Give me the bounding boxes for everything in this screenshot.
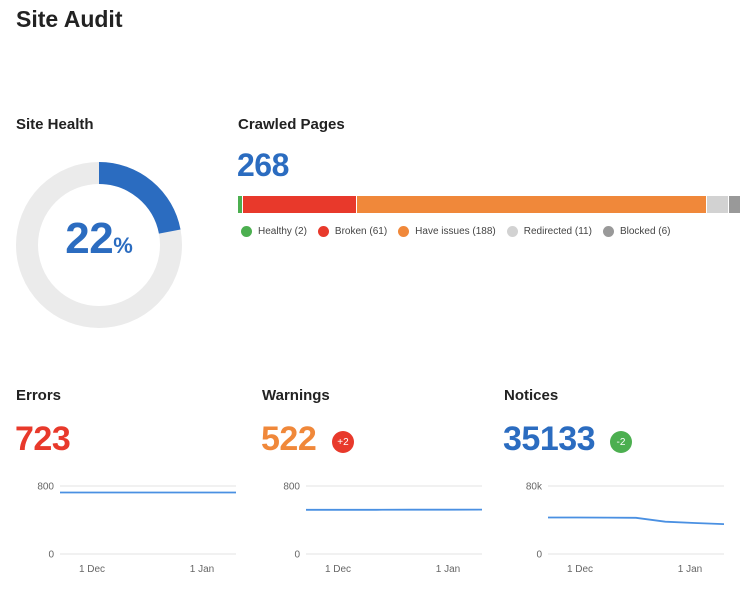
legend-item-have-issues[interactable]: Have issues (188) xyxy=(398,226,496,237)
crawled-pages-title: Crawled Pages xyxy=(238,116,345,133)
errors-title: Errors xyxy=(16,387,62,404)
crawled-pages-bar xyxy=(238,196,740,213)
warnings-trend-chart: 800 0 1 Dec 1 Jan xyxy=(283,482,483,575)
warnings-y-tick-top: 800 xyxy=(283,482,300,493)
errors-y-tick-top: 800 xyxy=(37,482,54,493)
site-health-title: Site Health xyxy=(16,116,94,133)
notices-y-tick-bottom: 0 xyxy=(536,550,542,561)
legend-dot-redirected xyxy=(506,226,518,237)
site-health-percent: 22 xyxy=(65,214,114,263)
site-health-unit: % xyxy=(113,233,133,258)
bar-segment-broken[interactable] xyxy=(242,196,358,213)
legend-label-healthy: Healthy (2) xyxy=(258,226,307,237)
legend-item-healthy[interactable]: Healthy (2) xyxy=(241,226,307,237)
legend-label-have-issues: Have issues (188) xyxy=(415,226,496,237)
donut-value xyxy=(16,162,182,328)
notices-x-tick-1: 1 Jan xyxy=(678,564,702,575)
notices-x-tick-0: 1 Dec xyxy=(567,564,593,575)
legend-label-broken: Broken (61) xyxy=(334,226,388,237)
warnings-x-tick-1: 1 Jan xyxy=(436,564,460,575)
legend-dot-healthy xyxy=(241,226,252,237)
legend-item-redirected[interactable]: Redirected (11) xyxy=(506,226,592,237)
legend-label-redirected: Redirected (11) xyxy=(523,226,592,237)
notices-value[interactable]: 35133 xyxy=(503,420,596,458)
page-title: Site Audit xyxy=(16,6,123,32)
notices-trend-line xyxy=(548,516,725,525)
bar-segment-have-issues[interactable] xyxy=(357,196,708,213)
crawled-pages-total[interactable]: 268 xyxy=(237,147,289,183)
errors-value[interactable]: 723 xyxy=(15,420,71,458)
errors-x-tick-1: 1 Jan xyxy=(190,564,214,575)
site-health-donut xyxy=(16,162,182,328)
warnings-change-badge: +2 xyxy=(332,431,354,453)
notices-change-badge: -2 xyxy=(610,431,632,453)
warnings-y-tick-bottom: 0 xyxy=(294,550,300,561)
errors-trend-chart: 800 0 1 Dec 1 Jan xyxy=(37,482,236,575)
errors-x-tick-0: 1 Dec xyxy=(79,564,105,575)
legend-item-broken[interactable]: Broken (61) xyxy=(317,226,388,237)
errors-y-tick-bottom: 0 xyxy=(48,550,54,561)
bar-segment-redirected[interactable] xyxy=(707,196,729,213)
warnings-x-tick-0: 1 Dec xyxy=(325,564,351,575)
site-health-value: 22% xyxy=(16,214,182,264)
legend-label-blocked: Blocked (6) xyxy=(619,226,671,237)
legend-dot-blocked xyxy=(602,226,614,237)
warnings-title: Warnings xyxy=(262,387,330,404)
crawled-pages-legend: Healthy (2) Broken (61) Have issues (188) R… xyxy=(241,226,682,237)
legend-dot-broken xyxy=(317,226,329,237)
legend-dot-have-issues xyxy=(398,226,410,237)
notices-y-tick-top: 80k xyxy=(526,482,543,493)
warnings-value[interactable]: 522 xyxy=(261,420,317,458)
notices-title: Notices xyxy=(504,387,559,404)
notices-trend-chart: 80k 0 1 Dec 1 Jan xyxy=(526,482,725,575)
bar-segment-blocked[interactable] xyxy=(728,196,740,213)
bar-segment-healthy[interactable] xyxy=(238,196,243,213)
legend-item-blocked[interactable]: Blocked (6) xyxy=(602,226,671,237)
